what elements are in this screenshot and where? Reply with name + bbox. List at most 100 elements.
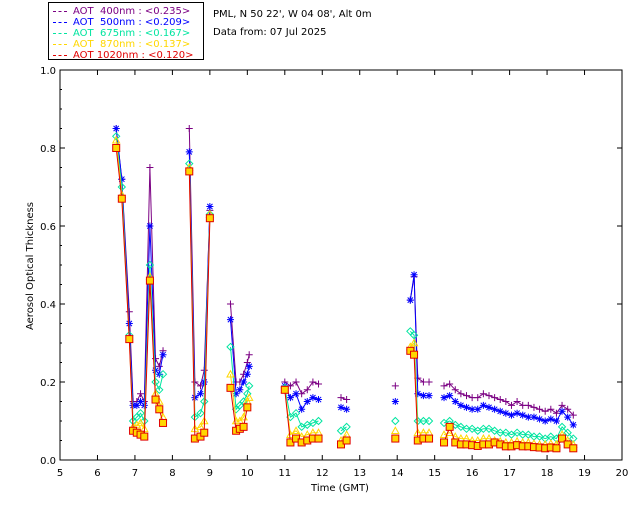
data-point (491, 394, 499, 402)
x-tick-label: 7 (132, 468, 138, 479)
series-1 (112, 125, 577, 429)
data-point (280, 385, 289, 394)
data-point (118, 175, 126, 183)
data-point (391, 416, 400, 426)
data-point (337, 403, 345, 411)
x-tick-label: 14 (391, 468, 404, 479)
data-point (292, 390, 300, 398)
x-tick-label: 8 (169, 468, 175, 479)
data-point (129, 401, 137, 409)
data-point (468, 405, 476, 413)
data-point (512, 428, 522, 437)
data-point (496, 396, 504, 404)
x-tick-label: 10 (241, 468, 254, 479)
data-point (185, 159, 194, 168)
data-point (513, 398, 521, 405)
y-tick-label: 0.2 (40, 378, 56, 389)
data-point (501, 428, 511, 437)
data-point (524, 413, 532, 421)
data-point (569, 434, 578, 443)
data-point (530, 413, 538, 421)
series-2 (111, 132, 578, 443)
station-location: PML, N 50 22', W 04 08', Alt 0m (213, 9, 372, 20)
data-point (244, 393, 254, 401)
data-point (239, 422, 248, 431)
data-point (507, 411, 515, 419)
data-point (243, 370, 251, 378)
data-point (536, 415, 544, 423)
x-tick-label: 9 (207, 468, 213, 479)
series-line (409, 276, 429, 383)
x-tick-label: 13 (353, 468, 366, 479)
data-point (337, 394, 345, 402)
legend-entry: AOT 400nm : <0.235> (53, 5, 190, 18)
data-point (240, 378, 248, 386)
data-point (314, 416, 323, 426)
x-tick-label: 12 (316, 468, 329, 479)
data-point (158, 369, 168, 379)
plot-axes: 5 6 7 8 9 10 11 12 13 14 15 16 17 18 19 20 0.0 0.2 0.4 0.6 0… (40, 66, 628, 479)
legend-entry: AOT 675nm : <0.167> (53, 27, 190, 40)
data-point (309, 394, 317, 402)
data-point (439, 430, 449, 438)
data-point (451, 386, 459, 394)
data-point (440, 382, 448, 390)
data-point (245, 351, 253, 359)
data-point (569, 421, 577, 429)
data-point (479, 401, 487, 409)
data-point (558, 407, 566, 415)
data-point (391, 382, 399, 390)
data-point (236, 386, 244, 394)
data-point (185, 148, 193, 156)
legend-label: AOT 870nm : <0.137> (73, 39, 191, 50)
data-point (155, 362, 163, 370)
data-point (462, 424, 471, 434)
data-point (502, 398, 510, 405)
data-point (226, 342, 235, 352)
data-point (547, 405, 555, 413)
data-point (303, 386, 311, 394)
data-point (410, 271, 418, 279)
data-point (140, 401, 148, 409)
data-point (197, 390, 204, 398)
data-point (159, 418, 168, 427)
data-point (117, 194, 126, 203)
data-point (137, 398, 145, 405)
legend-swatch (53, 11, 67, 12)
data-point (133, 401, 141, 409)
data-point (292, 378, 300, 386)
data-point (336, 426, 346, 435)
data-point (519, 411, 527, 419)
data-point (474, 394, 482, 402)
legend-label: AOT 400nm : <0.235> (73, 6, 191, 17)
data-point (474, 405, 482, 413)
data-point (140, 432, 149, 441)
data-point (446, 392, 454, 400)
data-point (185, 125, 193, 132)
data-point (569, 411, 577, 419)
data-point (343, 396, 351, 404)
data-point (558, 401, 566, 409)
data-point (440, 394, 448, 402)
data-point (419, 392, 427, 400)
legend-swatch (53, 44, 67, 45)
data-point (484, 424, 494, 434)
data-point (451, 398, 459, 405)
data-point (552, 444, 561, 453)
data-point (112, 144, 121, 152)
x-tick-label: 5 (57, 468, 63, 479)
series-line (409, 330, 429, 422)
data-point (552, 409, 560, 417)
data-point (502, 409, 510, 417)
data-point (145, 260, 155, 270)
data-point (456, 422, 466, 432)
data-point (226, 300, 234, 308)
x-tick-label: 19 (578, 468, 591, 479)
data-point (226, 316, 234, 324)
data-point (425, 378, 433, 386)
y-tick-label: 0.6 (40, 222, 56, 233)
data-point (291, 408, 301, 418)
data-point (479, 424, 488, 434)
data-point (457, 401, 465, 409)
data-point (146, 222, 154, 230)
